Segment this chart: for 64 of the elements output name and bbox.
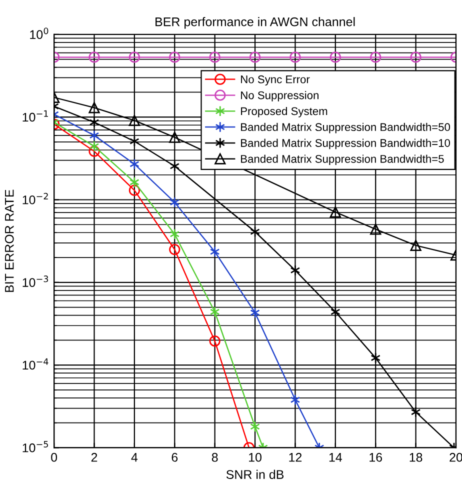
point xyxy=(89,130,100,141)
point xyxy=(169,244,180,256)
point xyxy=(89,116,100,128)
chart-title: BER performance in AWGN channel xyxy=(156,17,355,29)
legend-label: Banded Matrix Suppression Bandwidth=50 xyxy=(241,122,450,134)
x-tick-label: 18 xyxy=(410,452,422,462)
point xyxy=(410,406,421,418)
point xyxy=(169,52,180,63)
point xyxy=(330,206,341,218)
point xyxy=(410,52,422,63)
point xyxy=(330,306,340,318)
point xyxy=(128,52,140,63)
point xyxy=(370,52,382,63)
x-tick-label: 6 xyxy=(172,452,178,462)
point xyxy=(88,146,100,157)
legend-label: Banded Matrix Suppression Bandwidth=10 xyxy=(241,138,450,150)
y-tick-label: 10$^{−4}$ xyxy=(22,358,48,370)
point xyxy=(209,336,220,347)
point xyxy=(290,264,300,276)
point xyxy=(250,226,260,238)
point xyxy=(410,240,422,252)
point xyxy=(130,158,140,170)
x-tick-label: 8 xyxy=(212,452,218,462)
point xyxy=(290,52,301,63)
point xyxy=(370,224,382,235)
point xyxy=(170,196,180,208)
y-tick-label: 10$^{−1}$ xyxy=(22,110,48,122)
x-tick-label: 20 xyxy=(450,452,462,462)
y-tick-label: 10$^{−5}$ xyxy=(22,441,48,452)
point xyxy=(209,52,220,63)
point xyxy=(210,306,220,318)
point xyxy=(250,421,260,432)
point xyxy=(169,132,180,143)
point xyxy=(170,228,180,240)
x-tick-label: 10 xyxy=(249,452,262,462)
x-tick-label: 12 xyxy=(289,452,302,462)
y-tick-label: 10$^{−2}$ xyxy=(22,192,48,204)
x-tick-label: 16 xyxy=(370,452,382,462)
point xyxy=(88,102,100,114)
x-tick-label: 0 xyxy=(51,452,58,462)
legend-label: Proposed System xyxy=(241,106,328,118)
y-tick-label: 10$^{−3}$ xyxy=(22,276,48,287)
point xyxy=(170,160,180,172)
point xyxy=(88,52,100,63)
point xyxy=(330,52,341,63)
point xyxy=(128,184,140,196)
x-tick-label: 2 xyxy=(91,452,98,462)
point xyxy=(370,352,381,364)
legend-label: Banded Matrix Suppression Bandwidth=5 xyxy=(241,154,444,166)
y-axis-title: BIT ERROR RATE xyxy=(4,190,14,292)
x-axis-title: SNR in dB xyxy=(226,470,284,479)
point xyxy=(128,114,140,126)
point xyxy=(89,140,100,152)
legend-label: No Suppression xyxy=(241,91,318,102)
point xyxy=(290,394,300,406)
point xyxy=(130,176,140,188)
point xyxy=(250,307,260,318)
point xyxy=(130,136,140,147)
x-tick-label: 14 xyxy=(329,453,342,462)
x-tick-label: 4 xyxy=(131,453,138,462)
point xyxy=(210,246,220,258)
y-tick-label: 10$^{0}$ xyxy=(30,28,48,39)
legend-label: No Sync Error xyxy=(241,75,310,86)
point xyxy=(249,52,261,63)
